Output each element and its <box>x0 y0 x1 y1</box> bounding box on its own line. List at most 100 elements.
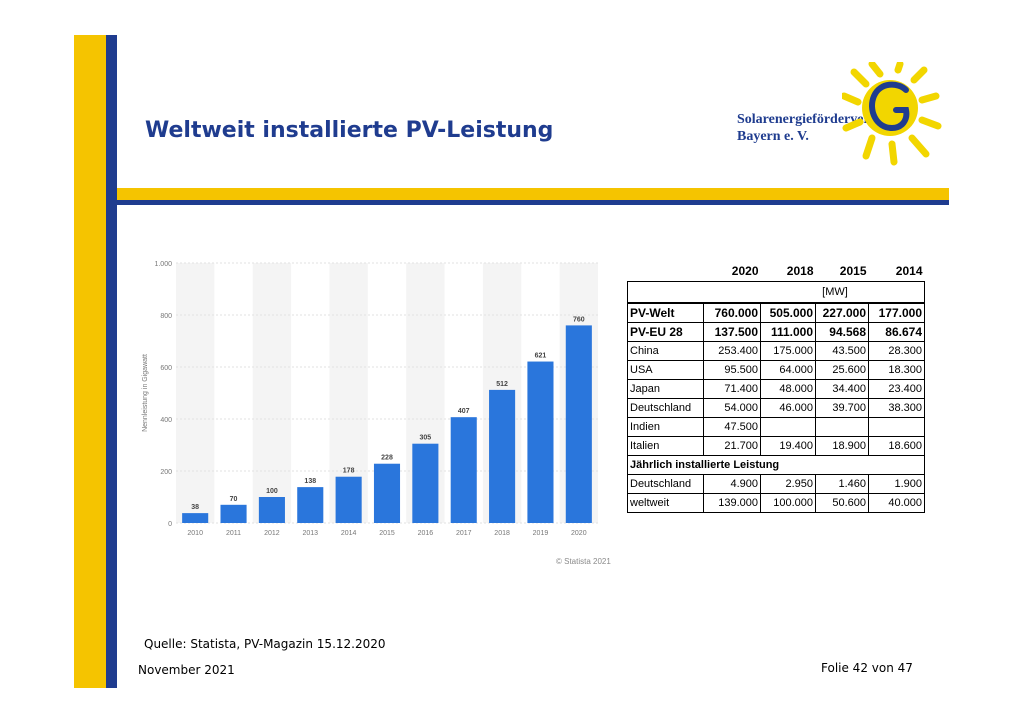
table-cell: 38.300 <box>868 398 925 418</box>
column-band <box>252 263 292 523</box>
y-tick-label: 0 <box>168 521 172 528</box>
table-row: Italien 21.700 19.400 18.900 18.600 <box>627 436 925 456</box>
table-cell: 95.500 <box>703 360 761 380</box>
x-tick-label: 2011 <box>226 530 241 537</box>
table-cell: 40.000 <box>868 493 925 513</box>
table-row: Indien 47.500 <box>627 417 925 437</box>
footer-date: November 2021 <box>138 663 235 677</box>
table-cell: 64.000 <box>760 360 816 380</box>
y-tick-label: 1.000 <box>154 261 172 268</box>
bar-value-label: 305 <box>420 435 432 442</box>
table-cell: 4.900 <box>703 474 761 494</box>
slide-number: Folie 42 von 47 <box>821 661 913 675</box>
slide-title: Weltweit installierte PV-Leistung <box>145 118 554 143</box>
table-header-row: 2020 2018 2015 2014 <box>628 261 925 282</box>
table-cell: 1.460 <box>815 474 869 494</box>
row-label: Japan <box>627 379 704 399</box>
table-cell: 86.674 <box>868 322 925 342</box>
table-cell: 25.600 <box>815 360 869 380</box>
table-cell: 71.400 <box>703 379 761 399</box>
bar <box>335 476 362 523</box>
x-tick-label: 2015 <box>379 530 395 537</box>
table-cell: 23.400 <box>868 379 925 399</box>
bar <box>527 361 554 523</box>
table-row: China 253.400 175.000 43.500 28.300 <box>627 341 925 361</box>
table-cell: 48.000 <box>760 379 816 399</box>
table-cell: 2.950 <box>760 474 816 494</box>
row-label: Italien <box>627 436 704 456</box>
table-cell <box>868 417 925 437</box>
bar <box>182 513 209 523</box>
left-yellow-stripe <box>74 35 106 688</box>
bar-value-label: 407 <box>458 408 470 415</box>
table-cell: 177.000 <box>868 302 925 323</box>
table-row: PV-EU 28 137.500 111.000 94.568 86.674 <box>627 322 925 342</box>
bar-value-label: 178 <box>343 468 355 475</box>
x-tick-label: 2014 <box>341 530 357 537</box>
bar-value-label: 228 <box>381 455 393 462</box>
x-tick-label: 2012 <box>264 530 280 537</box>
year-header: 2015 <box>839 264 867 278</box>
bar <box>258 497 285 523</box>
table-cell: 175.000 <box>760 341 816 361</box>
y-axis-label: Nennleistung in Gigawatt <box>142 354 149 432</box>
bar <box>489 389 516 523</box>
row-label: China <box>627 341 704 361</box>
bar <box>297 487 324 523</box>
table-cell: 28.300 <box>868 341 925 361</box>
x-tick-label: 2013 <box>302 530 318 537</box>
header-yellow-rule <box>117 188 949 200</box>
x-tick-label: 2020 <box>571 530 587 537</box>
table-cell: 137.500 <box>703 322 761 342</box>
x-tick-label: 2017 <box>456 530 472 537</box>
annual-section-row: Jährlich installierte Leistung <box>627 455 925 475</box>
table-cell: 39.700 <box>815 398 869 418</box>
table-unit-row: [MW] <box>627 281 925 304</box>
table-row: Deutschland 54.000 46.000 39.700 38.300 <box>627 398 925 418</box>
row-label: PV-EU 28 <box>627 322 704 342</box>
table-corner-cell <box>628 261 704 282</box>
year-header: 2014 <box>895 264 923 278</box>
row-label: Indien <box>627 417 704 437</box>
chart-svg: 0 200 400 600 800 1.000 Nennleistung in Gigawa… <box>142 261 598 537</box>
table-row: USA 95.500 64.000 25.600 18.300 <box>627 360 925 380</box>
source-note: Quelle: Statista, PV-Magazin 15.12.2020 <box>144 637 386 651</box>
table-cell: 94.568 <box>815 322 869 342</box>
y-tick-label: 600 <box>160 365 172 372</box>
table-cell: 139.000 <box>703 493 761 513</box>
logo-line-2: Bayern e. V. <box>737 129 809 144</box>
y-tick-label: 400 <box>160 417 172 424</box>
row-label: Deutschland <box>627 474 704 494</box>
bar-value-label: 760 <box>573 316 585 323</box>
sun-logo-icon <box>842 62 942 166</box>
column-band <box>176 263 215 523</box>
table-cell: 111.000 <box>760 322 816 342</box>
table-row: weltweit 139.000 100.000 50.600 40.000 <box>627 493 925 513</box>
table-cell: 46.000 <box>760 398 816 418</box>
annual-section-header: Jährlich installierte Leistung <box>627 455 925 475</box>
bar <box>220 504 247 523</box>
bar <box>412 443 439 523</box>
bar-value-label: 621 <box>535 353 547 360</box>
x-tick-label: 2019 <box>533 530 549 537</box>
x-tick-label: 2010 <box>187 530 203 537</box>
table-cell: 19.400 <box>760 436 816 456</box>
row-label: Deutschland <box>627 398 704 418</box>
table-cell: 18.600 <box>868 436 925 456</box>
chart-credit: © Statista 2021 <box>556 557 611 566</box>
table-cell: 18.300 <box>868 360 925 380</box>
x-tick-label: 2016 <box>418 530 434 537</box>
table-cell: 505.000 <box>760 302 816 323</box>
table-cell: 100.000 <box>760 493 816 513</box>
bar <box>565 325 592 523</box>
bar-value-label: 100 <box>266 488 278 495</box>
table-row: Deutschland 4.900 2.950 1.460 1.900 <box>627 474 925 494</box>
row-label: USA <box>627 360 704 380</box>
unit-label: [MW] <box>627 281 925 304</box>
table-cell: 43.500 <box>815 341 869 361</box>
table-cell: 21.700 <box>703 436 761 456</box>
table-cell: 760.000 <box>703 302 761 323</box>
table-cell: 253.400 <box>703 341 761 361</box>
table-cell: 54.000 <box>703 398 761 418</box>
left-blue-stripe <box>106 35 117 688</box>
